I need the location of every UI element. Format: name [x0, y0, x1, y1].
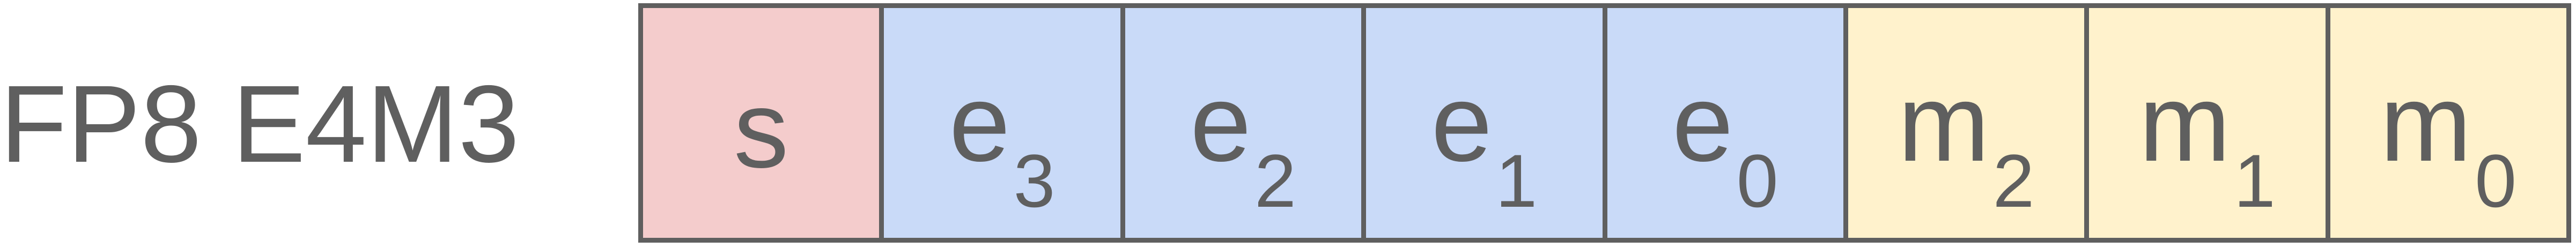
bit-symbol-subscript: 1 [1495, 139, 1538, 223]
bit-symbol-letter: m [1898, 62, 1990, 184]
bit-symbol-subscript: 0 [2475, 139, 2517, 223]
bit-symbol-subscript: 3 [1013, 139, 1056, 223]
bit-symbol-letter: e [1190, 62, 1251, 184]
bit-cell-sign: s [643, 8, 884, 238]
bit-symbol-subscript: 2 [1992, 139, 2035, 223]
bit-symbol-letter: e [949, 62, 1010, 184]
bit-symbol-subscript: 1 [2233, 139, 2276, 223]
bit-symbol-subscript: 2 [1254, 139, 1296, 223]
bit-symbol: s [734, 74, 789, 184]
bit-symbol-letter: s [733, 68, 789, 191]
format-label: FP8 E4M3 [0, 63, 520, 185]
bit-symbol-subscript: 0 [1736, 139, 1778, 223]
bit-symbol-letter: e [1672, 62, 1733, 184]
bit-symbol-letter: e [1431, 62, 1493, 184]
bit-symbol-letter: m [2139, 62, 2231, 184]
bit-symbol-letter: m [2380, 62, 2472, 184]
